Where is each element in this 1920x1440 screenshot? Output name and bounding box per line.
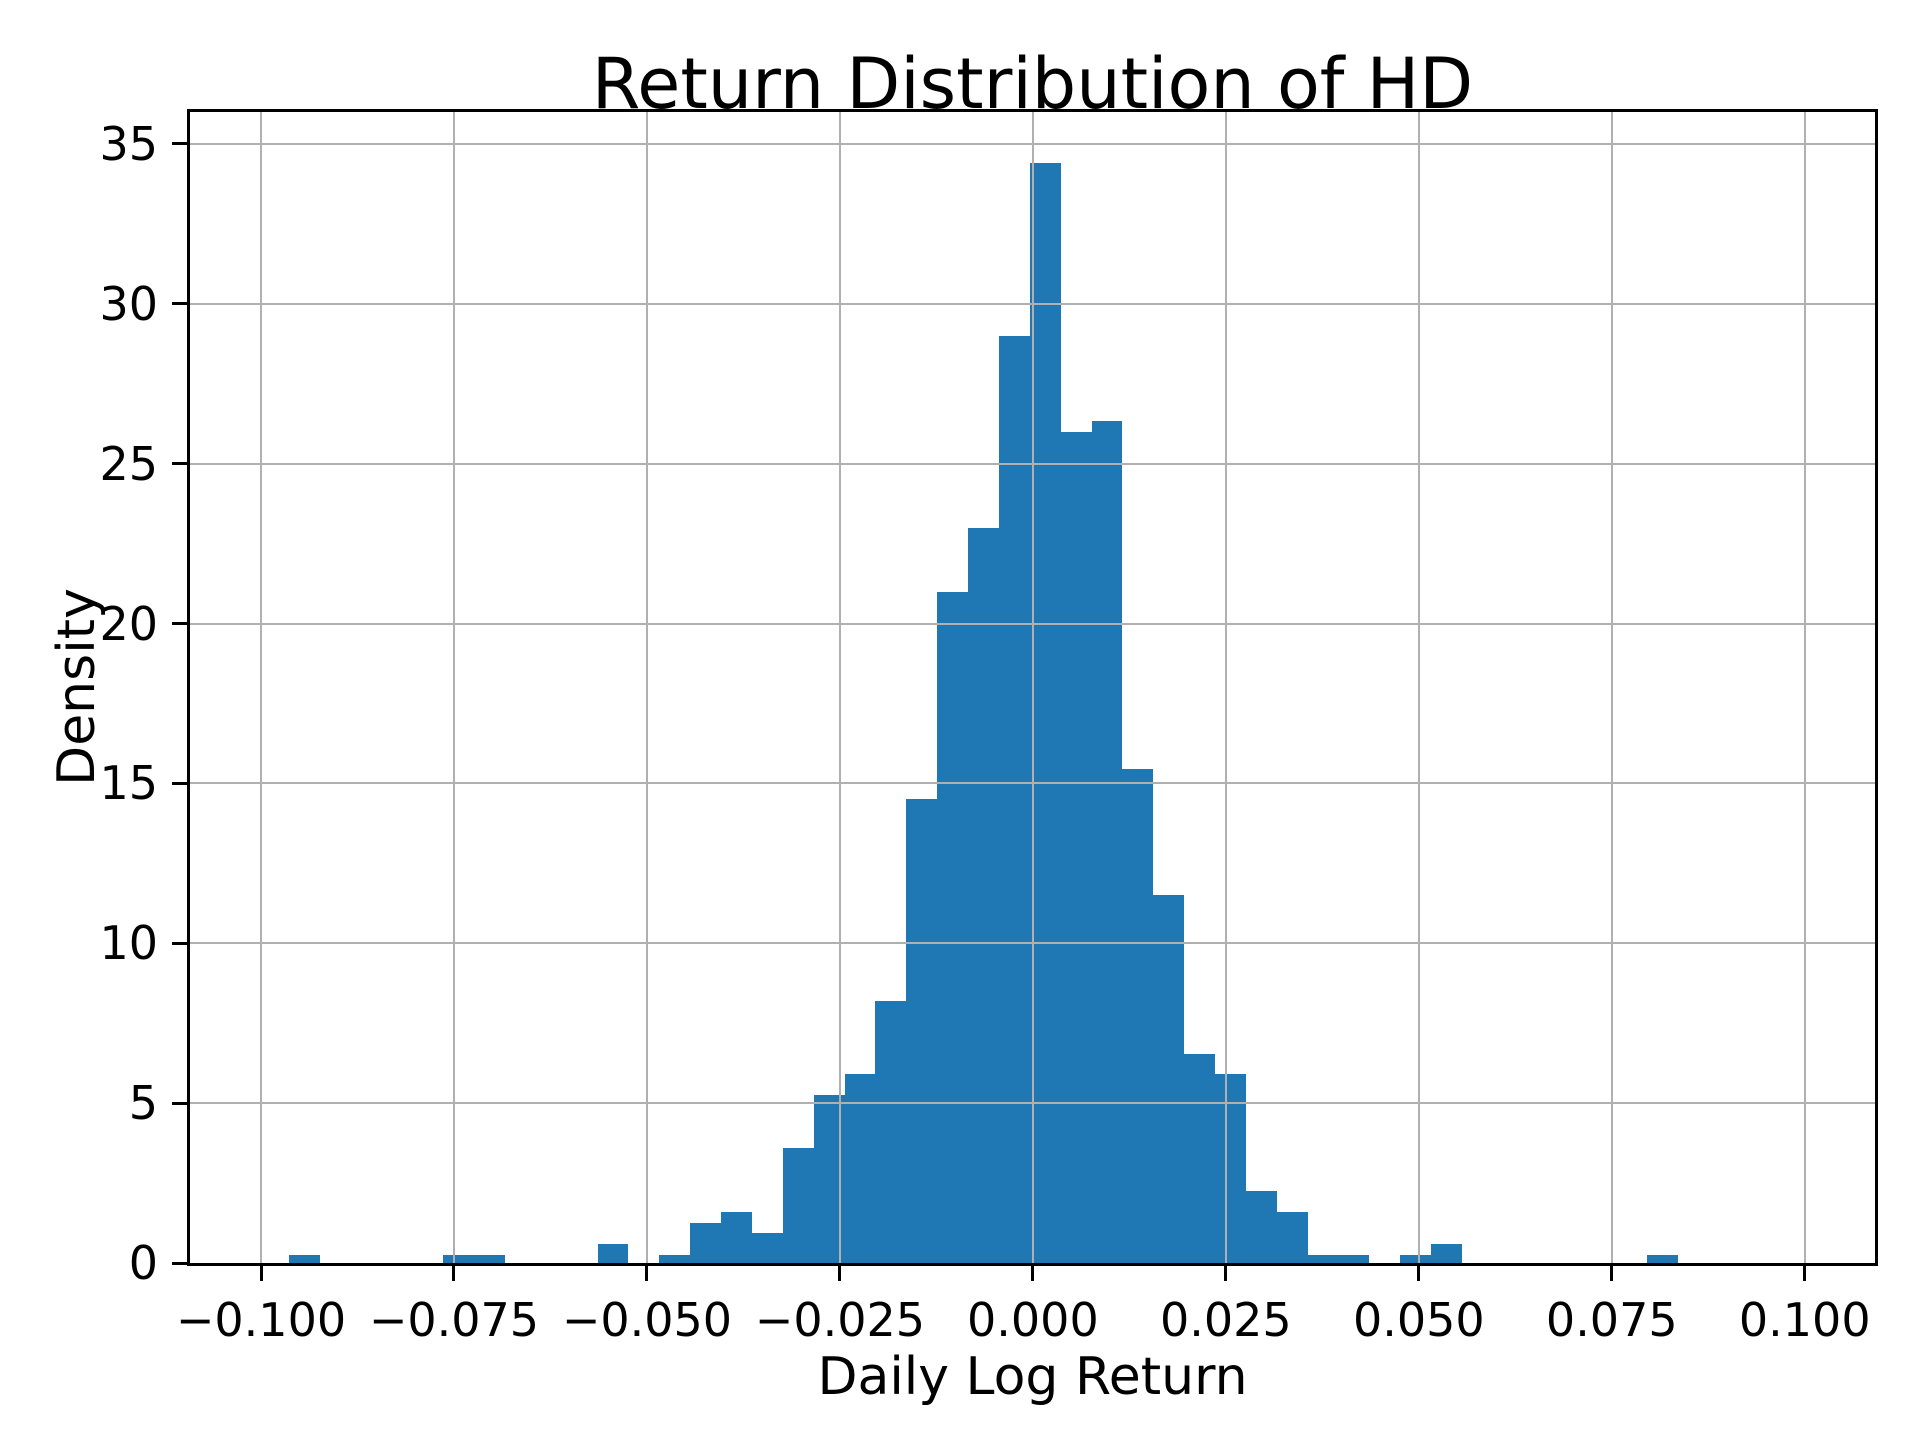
y-tick-mark [172,1261,187,1265]
gridline-horizontal [190,942,1875,944]
x-tick-mark [452,1266,456,1281]
y-tick-mark [172,1101,187,1105]
histogram-bar [1184,1053,1216,1263]
y-tick-mark [172,302,187,306]
histogram-bar [1091,420,1123,1263]
x-tick-mark [838,1266,842,1281]
x-tick-label: 0.025 [1159,1293,1292,1347]
gridline-vertical [1032,112,1034,1263]
gridline-horizontal [190,303,1875,305]
histogram-bar [288,1255,320,1263]
gridline-vertical [260,112,262,1263]
x-tick-mark [1224,1266,1228,1281]
gridline-horizontal [190,1102,1875,1104]
histogram-bar [1400,1255,1432,1263]
x-tick-label: 0.075 [1545,1293,1678,1347]
gridline-vertical [1225,112,1227,1263]
gridline-vertical [839,112,841,1263]
histogram-bar [998,335,1030,1263]
histogram-bar [844,1074,876,1263]
y-tick-label: 15 [99,756,158,811]
x-tick-label: −0.100 [175,1293,347,1347]
gridline-horizontal [190,463,1875,465]
histogram-bar [597,1243,629,1263]
gridline-vertical [453,112,455,1263]
x-tick-label: −0.050 [561,1293,733,1347]
y-tick-label: 20 [99,596,158,651]
gridline-horizontal [190,143,1875,145]
y-tick-label: 0 [128,1236,158,1290]
y-axis-label: Density [47,588,107,786]
histogram-bar [1276,1211,1308,1263]
x-tick-mark [645,1266,649,1281]
x-tick-label: −0.025 [754,1293,926,1347]
y-tick-label: 5 [128,1076,158,1131]
histogram-bar [1307,1255,1339,1263]
y-tick-label: 35 [99,116,158,171]
histogram-bar [659,1255,691,1263]
x-axis-label: Daily Log Return [817,1347,1248,1407]
histogram-bars-layer [190,112,1875,1263]
y-tick-mark [172,142,187,146]
histogram-bar [968,527,999,1263]
histogram-bar [1060,431,1092,1263]
x-tick-label: 0.000 [967,1293,1099,1347]
y-tick-mark [172,462,187,466]
x-tick-label: 0.050 [1352,1293,1485,1347]
x-tick-mark [1417,1266,1421,1281]
gridline-horizontal [190,623,1875,625]
histogram-bar [1215,1074,1246,1263]
histogram-bar [1122,769,1154,1263]
gridline-vertical [1804,112,1806,1263]
x-tick-mark [1610,1266,1614,1281]
x-tick-mark [1803,1266,1807,1281]
gridline-horizontal [190,782,1875,784]
histogram-bar [1338,1255,1370,1263]
y-tick-label: 25 [99,436,158,491]
gridline-vertical [1611,112,1613,1263]
gridline-vertical [1418,112,1420,1263]
gridline-vertical [646,112,648,1263]
y-tick-mark [172,622,187,626]
histogram-bar [443,1255,475,1263]
x-tick-mark [259,1266,263,1281]
y-tick-label: 30 [99,276,158,331]
y-tick-label: 10 [99,916,158,971]
y-tick-mark [172,941,187,945]
histogram-bar [1245,1191,1277,1263]
histogram-bar [751,1232,783,1263]
histogram-bar [937,591,969,1263]
histogram-bar [721,1211,752,1263]
x-tick-label: 0.100 [1738,1293,1871,1347]
histogram-bar [1431,1243,1463,1263]
histogram-bar [1153,895,1185,1263]
x-tick-label: −0.075 [368,1293,540,1347]
histogram-bar [875,1000,907,1263]
plot-area [187,109,1878,1266]
histogram-bar [782,1147,814,1263]
histogram-bar [474,1255,505,1263]
histogram-bar [690,1223,722,1263]
y-tick-mark [172,781,187,785]
x-tick-mark [1031,1266,1035,1281]
histogram-bar [906,799,938,1263]
histogram-bar [1029,163,1061,1263]
histogram-bar [1647,1255,1679,1263]
grid-layer [190,112,1875,1263]
